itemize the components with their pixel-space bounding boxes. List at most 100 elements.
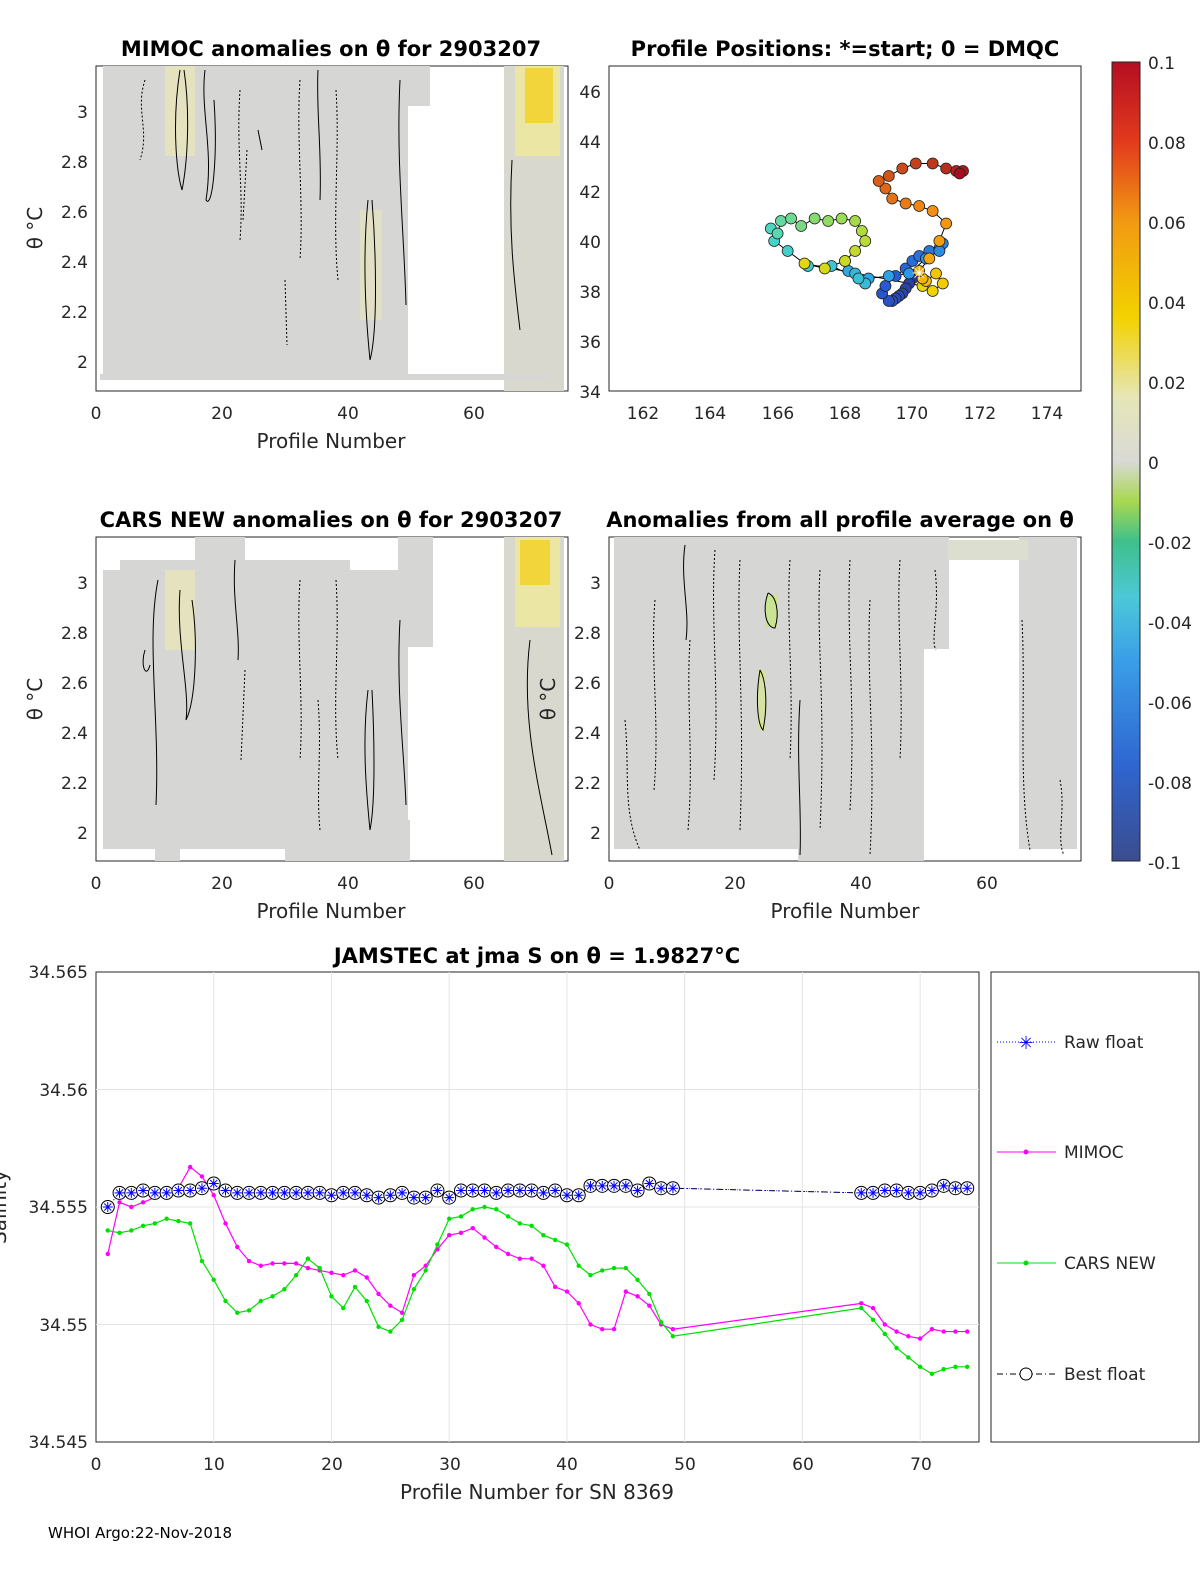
- mimoc-point: [376, 1291, 381, 1297]
- cars-point: [929, 1371, 935, 1377]
- profile-position-point: [926, 205, 939, 217]
- cars-point: [317, 1265, 322, 1271]
- cars-point: [505, 1214, 511, 1219]
- svg-text:40: 40: [850, 874, 872, 894]
- svg-text:38: 38: [579, 283, 601, 303]
- svg-text:30: 30: [439, 1455, 461, 1475]
- cars-point: [352, 1284, 358, 1290]
- jamstec-panel: JAMSTEC at jma S on θ = 1.9827°C 34.565 …: [0, 944, 1200, 1504]
- cars-point: [211, 1277, 216, 1283]
- profile-position-point: [879, 280, 892, 292]
- colorbar-ticks: 0.1 0.08 0.06 0.04 0.02 0 -0.02 -0.04 -0…: [1148, 54, 1192, 874]
- positions-axes: [608, 65, 1082, 392]
- mimoc-title: MIMOC anomalies on θ for 2903207: [121, 37, 541, 61]
- profile-position-point: [798, 257, 811, 270]
- mimoc-point: [611, 1327, 617, 1332]
- raw-float-point: [455, 1185, 466, 1196]
- raw-float-point: [585, 1180, 596, 1191]
- svg-text:-0.04: -0.04: [1148, 614, 1192, 634]
- mimoc-point: [882, 1322, 888, 1327]
- profile-position-point: [839, 255, 851, 267]
- cars-point: [529, 1223, 534, 1229]
- cars-point: [447, 1216, 452, 1221]
- profile-position-point: [933, 245, 946, 257]
- cars-point: [588, 1272, 593, 1278]
- raw-float-point: [279, 1187, 290, 1198]
- mimoc-point: [293, 1261, 299, 1266]
- jamstec-ylabel: Salinity: [0, 1170, 11, 1244]
- svg-text:40: 40: [556, 1455, 578, 1475]
- profile-position-point: [818, 262, 831, 275]
- mimoc-point: [140, 1200, 146, 1205]
- cars-point: [293, 1272, 299, 1278]
- mimoc-point: [929, 1327, 935, 1332]
- mimoc-yticks: 3 2.8 2.6 2.4 2.2 2: [61, 103, 88, 373]
- cars-point: [647, 1291, 652, 1297]
- legend-best-label: Best float: [1064, 1365, 1146, 1385]
- cars-point: [423, 1268, 428, 1273]
- svg-text:60: 60: [976, 874, 998, 894]
- svg-text:60: 60: [463, 404, 485, 424]
- svg-text:2.4: 2.4: [61, 724, 88, 744]
- mimoc-point: [258, 1263, 264, 1268]
- profile-position-point: [882, 170, 895, 182]
- svg-text:2: 2: [77, 824, 88, 844]
- svg-text:2.2: 2.2: [61, 774, 88, 794]
- mimoc-point: [282, 1261, 287, 1266]
- svg-text:34.56: 34.56: [39, 1081, 88, 1101]
- mimoc-point: [270, 1261, 275, 1266]
- svg-text:162: 162: [627, 404, 659, 424]
- raw-float-point: [938, 1180, 949, 1191]
- raw-float-point: [361, 1190, 372, 1201]
- profile-position-point: [849, 245, 862, 257]
- svg-text:50: 50: [674, 1455, 696, 1475]
- mimoc-point: [458, 1230, 464, 1236]
- cars-point: [517, 1221, 523, 1226]
- raw-float-point: [291, 1187, 302, 1198]
- mimoc-xticks: 0 20 40 60: [91, 404, 485, 424]
- raw-float-point: [903, 1187, 914, 1198]
- positions-yticks: 46 44 42 40 38 36 34: [579, 83, 601, 403]
- raw-float-point: [185, 1185, 196, 1196]
- raw-float-point: [267, 1187, 278, 1198]
- raw-float-point: [467, 1185, 478, 1196]
- raw-float-point: [138, 1185, 149, 1196]
- colorbar: 0.1 0.08 0.06 0.04 0.02 0 -0.02 -0.04 -0…: [1111, 54, 1192, 874]
- raw-float-point: [550, 1185, 561, 1196]
- raw-float-point: [408, 1192, 419, 1203]
- cars-point: [870, 1317, 876, 1323]
- cars-point: [670, 1334, 676, 1339]
- svg-text:166: 166: [762, 404, 794, 424]
- svg-text:20: 20: [211, 874, 233, 894]
- svg-text:2.2: 2.2: [61, 303, 88, 323]
- raw-float-point: [915, 1187, 926, 1198]
- cars-point: [541, 1233, 546, 1238]
- svg-text:0.02: 0.02: [1148, 374, 1186, 394]
- profile-position-point: [771, 227, 784, 240]
- mimoc-point: [388, 1303, 393, 1308]
- mimoc-point: [329, 1270, 334, 1276]
- mimoc-point: [235, 1244, 240, 1250]
- raw-float-point: [479, 1185, 490, 1196]
- allavg-title: Anomalies from all profile average on θ: [606, 508, 1074, 532]
- raw-float-point: [114, 1187, 125, 1198]
- cars-point: [458, 1214, 464, 1219]
- svg-text:2.4: 2.4: [61, 253, 88, 273]
- cars-point: [658, 1319, 664, 1325]
- cars-point: [199, 1258, 205, 1264]
- positions-title: Profile Positions: *=start; 0 = DMQC: [631, 37, 1060, 61]
- svg-text:164: 164: [694, 404, 726, 424]
- mimoc-point: [529, 1256, 534, 1261]
- profile-position-point: [953, 167, 966, 180]
- raw-float-point: [597, 1180, 608, 1191]
- profile-position-point: [933, 235, 946, 247]
- svg-text:-0.1: -0.1: [1148, 854, 1181, 874]
- mimoc-point: [246, 1258, 252, 1264]
- cars-point: [246, 1308, 252, 1313]
- mimoc-point: [647, 1303, 652, 1308]
- cars-point: [635, 1277, 640, 1283]
- raw-float-point: [538, 1187, 549, 1198]
- profile-position-point: [940, 162, 953, 175]
- profile-position-point: [926, 285, 939, 297]
- raw-float-point: [102, 1202, 113, 1212]
